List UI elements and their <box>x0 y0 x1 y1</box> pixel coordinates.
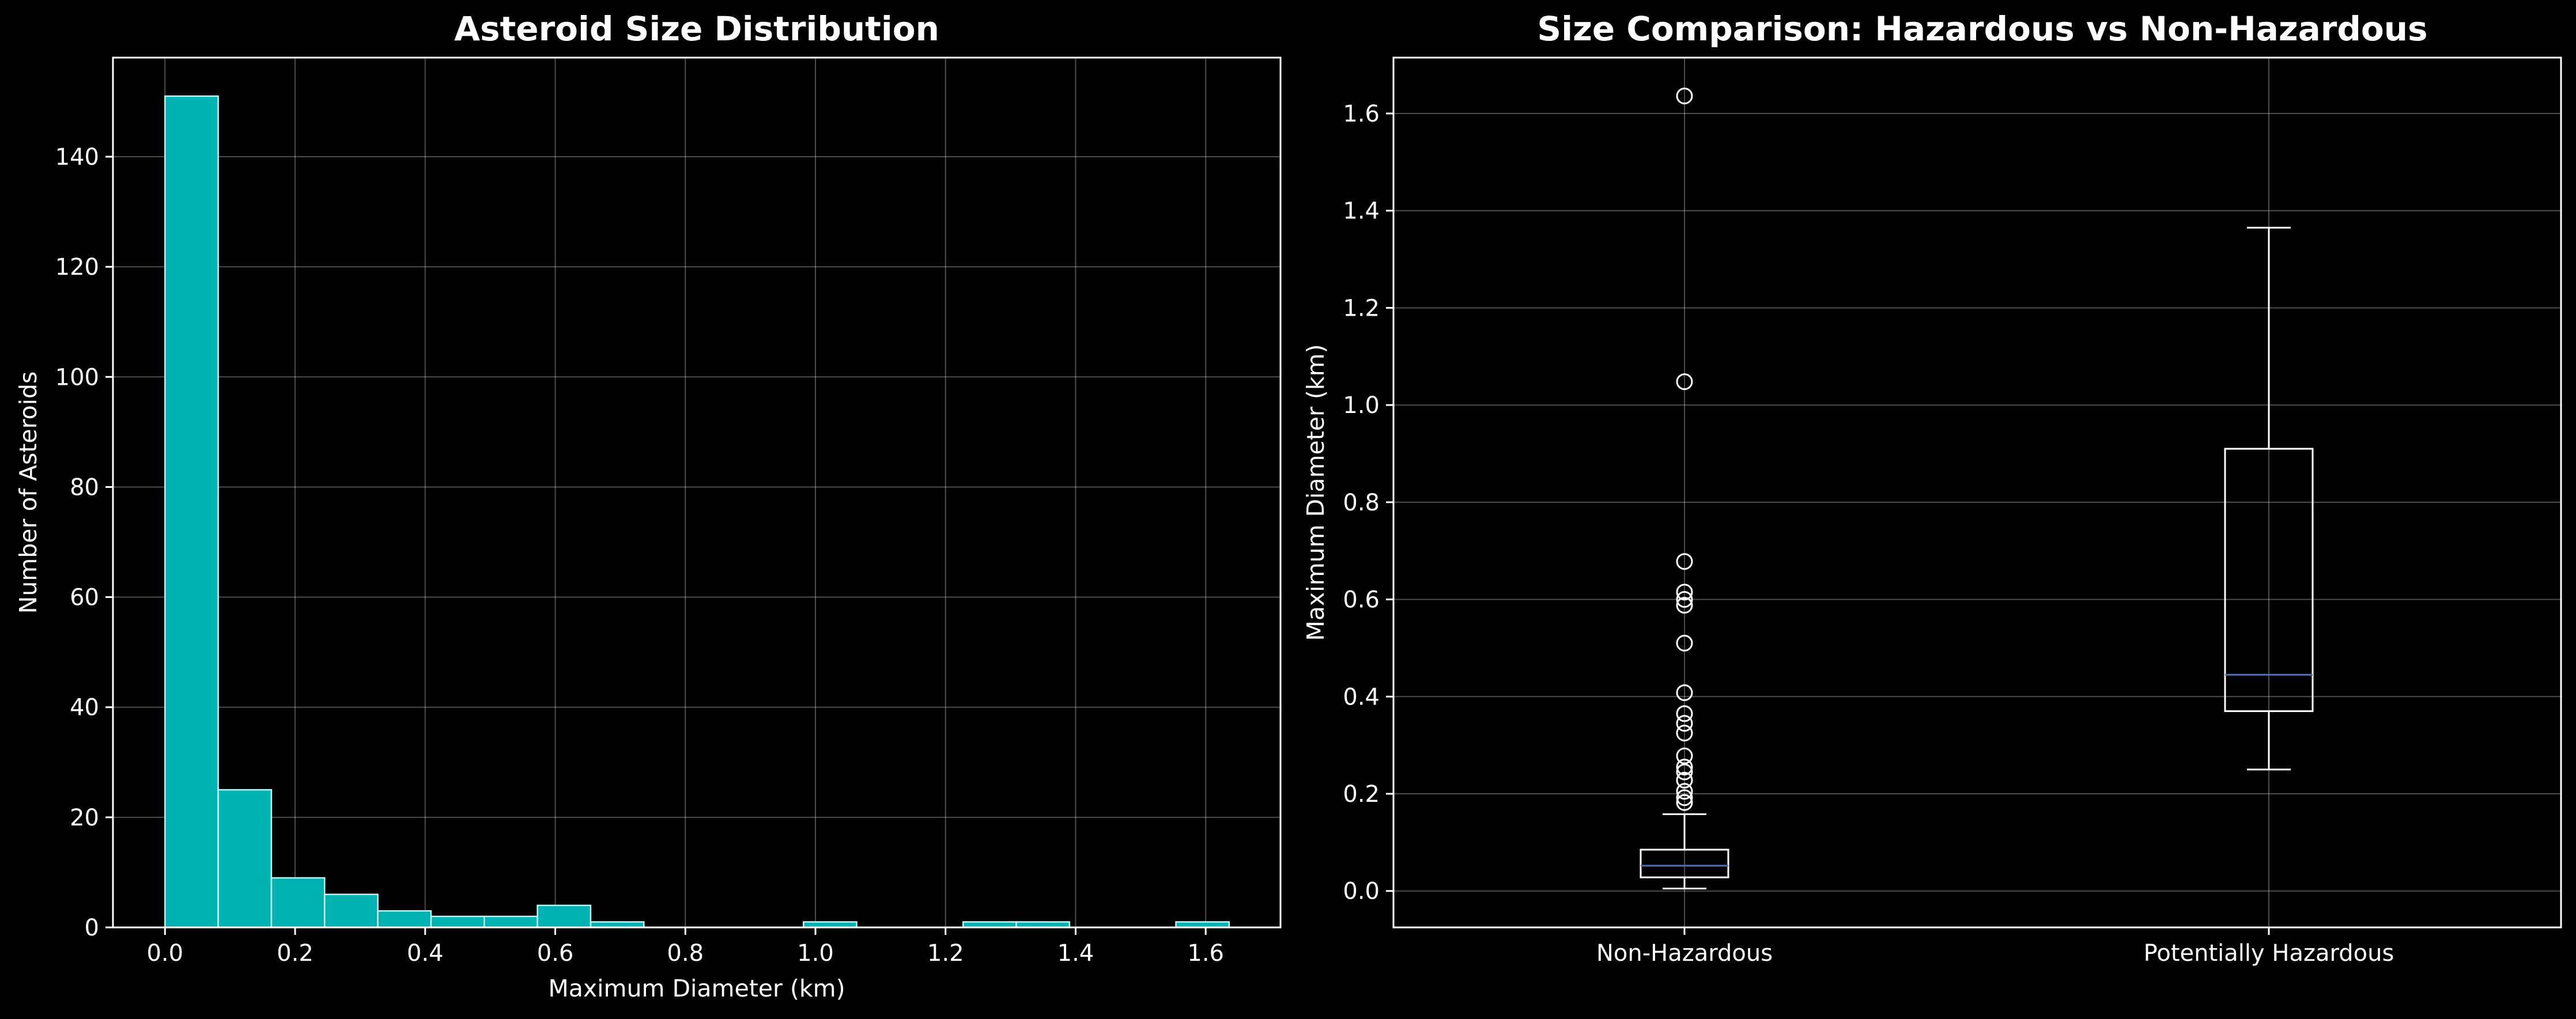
boxplot-outlier <box>1676 783 1693 800</box>
histogram-bar <box>217 789 273 929</box>
histogram-x-tick-label: 1.2 <box>927 940 964 967</box>
boxplot-box <box>1640 848 1729 878</box>
boxplot-outlier <box>1676 725 1693 742</box>
boxplot-outlier <box>1676 789 1693 806</box>
boxplot-outlier <box>1676 705 1693 722</box>
boxplot-outlier <box>1676 597 1693 614</box>
histogram-y-tick-label: 140 <box>55 144 99 171</box>
histogram-y-tick-label: 40 <box>70 695 99 721</box>
boxplot-title: Size Comparison: Hazardous vs Non-Hazard… <box>1537 9 2427 48</box>
histogram-title: Asteroid Size Distribution <box>454 9 939 48</box>
histogram-x-ticks: 0.0 0.2 0.4 0.6 0.8 1.0 1.2 1.4 1.6 <box>146 927 1224 967</box>
boxplot-outlier <box>1676 747 1693 764</box>
histogram-x-tick-label: 0.4 <box>407 940 444 967</box>
boxplot-x-ticks: Non-Hazardous Potentially Hazardous <box>1596 927 2394 967</box>
histogram-x-tick-label: 0.0 <box>146 940 183 967</box>
boxplot-outlier <box>1676 715 1693 732</box>
histogram-x-tick-label: 0.2 <box>277 940 313 967</box>
histogram-y-label: Number of Asteroids <box>14 372 42 614</box>
boxplot-outlier <box>1676 684 1693 702</box>
boxplot-frame <box>1392 56 2562 929</box>
boxplot-outlier <box>1676 759 1693 776</box>
histogram-bar <box>537 904 592 929</box>
boxplot-category-label: Potentially Hazardous <box>2144 940 2394 967</box>
boxplot-y-tick-label: 1.6 <box>1343 101 1380 127</box>
boxplot-outlier <box>1676 373 1693 391</box>
boxplot-outlier <box>1676 763 1693 781</box>
histogram-y-tick-label: 20 <box>70 805 99 831</box>
boxplot-y-tick-label: 1.2 <box>1343 295 1380 321</box>
histogram-x-tick-label: 1.6 <box>1187 940 1224 967</box>
boxplot-outlier <box>1676 553 1693 570</box>
boxplot-y-ticks: 0.0 0.2 0.4 0.6 0.8 1.0 1.2 1.4 1.6 <box>1343 101 1393 905</box>
boxplot-outlier <box>1676 771 1693 789</box>
histogram-y-ticks: 0 20 40 60 80 100 120 140 <box>55 144 113 941</box>
boxplot-y-tick-label: 0.8 <box>1343 490 1380 516</box>
boxplot-y-tick-label: 0.2 <box>1343 781 1380 808</box>
boxplot-grid <box>1393 58 2561 927</box>
boxplot-y-tick-label: 0.6 <box>1343 587 1380 613</box>
histogram-x-label: Maximum Diameter (km) <box>548 975 845 1002</box>
histogram-x-tick-label: 1.4 <box>1057 940 1094 967</box>
histogram-x-tick-label: 0.6 <box>537 940 574 967</box>
histogram-y-tick-label: 80 <box>70 474 99 501</box>
boxplot-outlier <box>1676 591 1693 608</box>
boxplot-outlier <box>1676 88 1693 105</box>
histogram-bar <box>430 915 485 929</box>
boxplot-y-label: Maximum Diameter (km) <box>1302 344 1329 641</box>
boxplot-outlier <box>1676 794 1693 811</box>
boxplot-y-tick-label: 1.4 <box>1343 198 1380 225</box>
histogram-grid <box>113 58 1281 928</box>
boxplot-category-label: Non-Hazardous <box>1596 940 1773 967</box>
boxplot-chart: Non-Hazardous Potentially Hazardous 0.00.… <box>1302 9 2562 967</box>
histogram-x-tick-label: 1.0 <box>797 940 834 967</box>
boxplot-box <box>2224 448 2314 713</box>
histogram-bars <box>164 95 1230 929</box>
histogram-bar <box>377 910 432 929</box>
histogram-bar <box>270 877 326 929</box>
histogram-bar <box>484 915 538 929</box>
boxplot-outlier <box>1676 584 1693 601</box>
histogram-y-tick-label: 100 <box>55 364 99 391</box>
histogram-bar <box>164 95 219 929</box>
boxplot-y-tick-label: 0.0 <box>1343 878 1380 905</box>
histogram-y-tick-label: 120 <box>55 254 99 281</box>
histogram-y-tick-label: 60 <box>70 585 99 611</box>
histogram-frame <box>112 56 1282 929</box>
boxplot-outlier <box>1676 635 1693 652</box>
histogram-bar <box>324 893 379 929</box>
histogram-x-tick-label: 0.8 <box>667 940 704 967</box>
histogram-y-tick-label: 0 <box>85 915 99 941</box>
boxplot-marks <box>1640 88 2314 890</box>
histogram-chart: 0.0 0.2 0.4 0.6 0.8 1.0 1.2 1.4 1.6 0 20 40 60 80 100… <box>14 9 1282 1002</box>
boxplot-y-tick-label: 1.0 <box>1343 392 1380 419</box>
boxplot-y-tick-label: 0.4 <box>1343 684 1380 710</box>
